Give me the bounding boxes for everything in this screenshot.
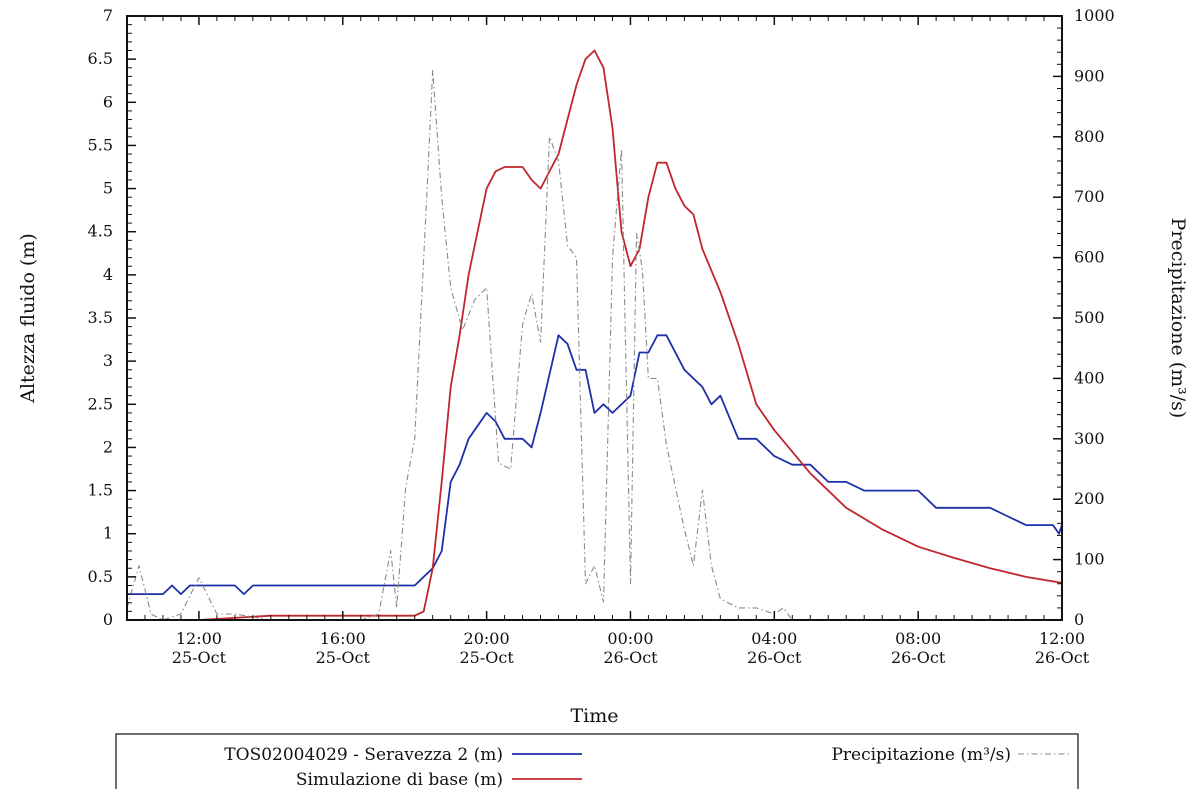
left-y-tick-label: 3	[103, 351, 113, 370]
legend-label: Simulazione di base (m)	[296, 770, 503, 789]
right-y-tick-label: 0	[1074, 610, 1084, 629]
series-line-1	[127, 49, 1063, 621]
x-tick-label: 12:00	[1039, 629, 1085, 648]
legend: TOS02004029 - Seravezza 2 (m) Precipitazi…	[115, 733, 1079, 789]
right-y-tick-label: 500	[1074, 308, 1105, 327]
right-y-axis-title: Precipitazione (m³/s)	[1167, 218, 1189, 419]
left-y-tick-label: 4.5	[88, 222, 113, 241]
right-y-tick-label: 200	[1074, 489, 1105, 508]
right-y-tick-label: 900	[1074, 66, 1105, 85]
right-y-tick-label: 600	[1074, 248, 1105, 267]
x-tick-date-label: 25-Oct	[316, 648, 371, 667]
x-axis-title: Time	[570, 705, 618, 727]
plot-frame	[126, 15, 1063, 621]
x-tick-label: 04:00	[751, 629, 797, 648]
left-y-tick-label: 5	[103, 179, 113, 198]
x-tick-date-label: 25-Oct	[172, 648, 227, 667]
left-y-tick-label: 0	[103, 610, 113, 629]
x-tick-date-label: 26-Oct	[747, 648, 802, 667]
right-y-axis: 0 100 200 300 400 500 600 700 800 900 1000	[1053, 6, 1115, 629]
x-tick-date-label: 26-Oct	[603, 648, 658, 667]
x-axis: 12:0025-Oct16:0025-Oct20:0025-Oct00:0026…	[126, 16, 1090, 667]
right-y-tick-label: 1000	[1074, 6, 1115, 25]
left-y-tick-label: 1.5	[88, 481, 113, 500]
x-tick-date-label: 26-Oct	[891, 648, 946, 667]
left-y-tick-label: 6	[103, 92, 113, 111]
x-tick-label: 16:00	[320, 629, 366, 648]
left-y-tick-label: 4	[103, 265, 113, 284]
right-y-tick-label: 300	[1074, 429, 1105, 448]
x-tick-label: 20:00	[464, 629, 510, 648]
left-y-tick-label: 3.5	[88, 308, 113, 327]
left-y-tick-label: 5.5	[88, 135, 113, 154]
left-y-tick-label: 7	[103, 6, 113, 25]
legend-box	[115, 733, 1079, 789]
left-y-tick-label: 0.5	[88, 567, 113, 586]
x-tick-date-label: 26-Oct	[1035, 648, 1090, 667]
legend-label: TOS02004029 - Seravezza 2 (m)	[224, 745, 503, 765]
right-y-tick-label: 800	[1074, 127, 1105, 146]
right-y-tick-label: 100	[1074, 550, 1105, 569]
x-tick-label: 00:00	[607, 629, 653, 648]
left-y-axis-title: Altezza fluido (m)	[17, 233, 39, 404]
x-tick-date-label: 25-Oct	[459, 648, 514, 667]
left-y-tick-label: 2.5	[88, 394, 113, 413]
right-y-tick-label: 400	[1074, 368, 1105, 387]
left-y-tick-label: 2	[103, 437, 113, 456]
x-tick-label: 08:00	[895, 629, 941, 648]
left-y-tick-label: 6.5	[88, 49, 113, 68]
series-line-0	[127, 334, 1063, 595]
series-line-2	[126, 69, 793, 621]
legend-label: Precipitazione (m³/s)	[831, 745, 1011, 765]
series-layer	[126, 49, 1063, 621]
left-y-tick-label: 1	[103, 524, 113, 543]
x-tick-label: 12:00	[176, 629, 222, 648]
left-y-axis: 0 0.5 1 1.5 2 2.5 3 3.5 4 4.5 5 5.5 6 6.5 7	[88, 6, 136, 629]
right-y-tick-label: 700	[1074, 187, 1105, 206]
